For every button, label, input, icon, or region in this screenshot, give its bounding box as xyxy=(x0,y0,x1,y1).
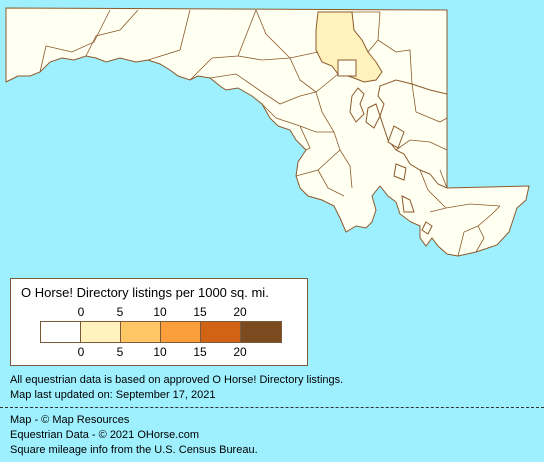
legend-bottom-tick: 10 xyxy=(153,345,167,359)
legend-bottom-tick: 20 xyxy=(233,345,247,359)
legend-swatch xyxy=(201,322,241,342)
legend-title: O Horse! Directory listings per 1000 sq.… xyxy=(21,285,269,300)
legend: O Horse! Directory listings per 1000 sq.… xyxy=(10,278,308,366)
last-updated-note: Map last updated on: September 17, 2021 xyxy=(10,389,216,401)
legend-bottom-ticks: 0 5 10 15 20 xyxy=(11,345,307,361)
eastern-shore-shape xyxy=(377,79,448,189)
equestrian-data-credit: Equestrian Data - © 2021 OHorse.com xyxy=(10,429,200,441)
legend-swatch xyxy=(241,322,281,342)
legend-top-tick: 20 xyxy=(233,305,247,319)
county-boundaries xyxy=(39,9,501,257)
legend-top-tick: 10 xyxy=(153,305,167,319)
legend-bottom-tick: 15 xyxy=(193,345,207,359)
baltimore-city-notch xyxy=(337,59,357,77)
divider xyxy=(0,407,544,408)
legend-bottom-tick: 5 xyxy=(116,345,124,359)
legend-top-tick: 15 xyxy=(193,305,207,319)
baltimore-county-highlight xyxy=(315,11,383,83)
legend-swatch xyxy=(41,322,81,342)
legend-bottom-tick: 0 xyxy=(77,345,85,359)
legend-color-scale xyxy=(40,321,282,343)
legend-top-tick: 0 xyxy=(77,305,85,319)
census-credit: Square mileage info from the U.S. Census… xyxy=(10,444,258,456)
legend-top-ticks: 0 5 10 15 20 xyxy=(11,305,307,321)
maryland-state-shape xyxy=(5,7,530,257)
maryland-county-map xyxy=(5,7,530,257)
legend-swatch xyxy=(81,322,121,342)
map-credit: Map - © Map Resources xyxy=(10,414,130,426)
legend-top-tick: 5 xyxy=(116,305,124,319)
legend-swatch xyxy=(121,322,161,342)
data-note: All equestrian data is based on approved… xyxy=(10,374,344,386)
legend-swatch xyxy=(161,322,201,342)
bay-islands xyxy=(349,87,433,235)
